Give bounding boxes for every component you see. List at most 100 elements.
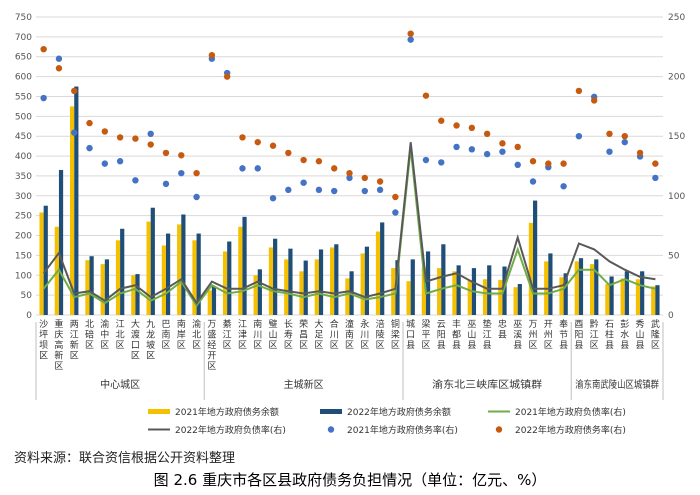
- bar: [406, 281, 411, 315]
- x-tick-label: 大足区: [314, 318, 323, 351]
- bar: [89, 256, 94, 315]
- bar: [651, 286, 656, 315]
- x-tick-label: 南岸区: [177, 318, 186, 351]
- scatter-point: [407, 36, 414, 43]
- bar: [589, 264, 595, 315]
- scatter-point: [86, 119, 93, 127]
- scatter-point: [453, 143, 460, 151]
- legend-label: 2021年地方政府负债率(右): [515, 406, 626, 418]
- bar: [364, 246, 369, 315]
- bar: [135, 274, 140, 315]
- bar: [502, 266, 507, 315]
- x-tick-label: 渝北区: [192, 318, 201, 351]
- scatter-point: [71, 129, 78, 136]
- bar: [467, 280, 472, 315]
- scatter-point: [116, 158, 124, 165]
- y-left-tick-label: 500: [15, 112, 32, 122]
- scatter-point: [529, 158, 537, 165]
- bar: [74, 86, 79, 316]
- y-left-tick-label: 250: [15, 212, 32, 222]
- scatter-point: [361, 187, 368, 195]
- bar: [284, 259, 289, 315]
- x-tick-label: 秀山县: [636, 318, 645, 351]
- bar: [238, 226, 243, 315]
- x-tick-label: 黔江区: [590, 318, 599, 351]
- bar: [70, 106, 75, 316]
- scatter-point: [239, 165, 246, 172]
- scatter-point: [269, 194, 277, 202]
- scatter-point: [55, 55, 63, 62]
- bar: [410, 259, 415, 315]
- bar: [227, 241, 232, 315]
- scatter-point: [285, 186, 292, 194]
- scatter-point: [162, 180, 170, 188]
- legend-swatch: [327, 426, 335, 433]
- bar: [268, 247, 274, 315]
- bar: [273, 238, 278, 315]
- scatter-point: [315, 186, 323, 194]
- bar: [594, 259, 599, 315]
- group-label: 中心城区: [100, 378, 140, 391]
- scatter-point: [636, 149, 644, 157]
- x-tick-label: 铜梁区: [391, 318, 400, 351]
- gridlines: [36, 16, 663, 316]
- y-right-tick-label: 100: [668, 192, 685, 202]
- scatter-point: [468, 146, 476, 153]
- y-left-tick-label: 650: [15, 53, 32, 63]
- bars: [39, 86, 660, 316]
- lines: [42, 142, 656, 308]
- bar: [437, 268, 442, 315]
- scatter-point: [514, 161, 521, 169]
- bar: [303, 260, 308, 315]
- bar: [222, 251, 228, 315]
- scatter-point: [254, 165, 261, 172]
- bar: [548, 253, 553, 315]
- x-tick-label: 万州区: [529, 320, 538, 351]
- bar: [120, 228, 125, 315]
- scatter-point: [514, 143, 521, 151]
- scatter-point: [407, 30, 414, 37]
- x-tick-label: 石柱县: [605, 320, 614, 351]
- bar: [58, 169, 64, 315]
- scatter-point: [652, 160, 659, 167]
- bar: [318, 249, 324, 315]
- scatter-point: [361, 174, 368, 182]
- scatter-point: [116, 134, 124, 141]
- scatter-point: [499, 140, 506, 147]
- scatter-point: [101, 128, 109, 135]
- scatter-point: [392, 193, 399, 201]
- bar: [441, 244, 446, 315]
- bar: [161, 245, 166, 315]
- scatter-point: [239, 134, 246, 141]
- source-note: 资料来源：联合资信根据公开资料整理: [14, 451, 236, 466]
- legend-label: 2022年地方政府负债率(右): [175, 424, 286, 436]
- scatter-point: [178, 152, 185, 159]
- scatter-point: [193, 169, 200, 177]
- bar: [207, 290, 212, 315]
- bar: [452, 271, 457, 315]
- bar: [177, 224, 182, 315]
- bar: [196, 233, 201, 315]
- bar: [635, 279, 641, 315]
- scatter-point: [621, 133, 628, 140]
- x-tick-label: 北碚区: [85, 319, 94, 351]
- x-tick-label: 云阳县: [437, 320, 446, 351]
- bar: [43, 205, 48, 315]
- scatter-point: [132, 135, 139, 142]
- x-tick-label: 九龙坡区: [146, 319, 155, 362]
- y-left-tick-label: 600: [15, 73, 32, 83]
- scatter-point: [193, 193, 200, 201]
- scatter-point: [560, 183, 567, 190]
- x-tick-label: 丰都县: [452, 318, 461, 351]
- x-tick-label: 开州区: [544, 319, 553, 351]
- x-tick-label: 城口县: [406, 319, 415, 351]
- x-tick-label: 两江新区: [70, 319, 79, 362]
- bar: [334, 244, 339, 315]
- x-tick-label: 江津区: [238, 319, 247, 351]
- bar: [620, 278, 625, 315]
- x-tick-label: 忠县: [498, 319, 507, 341]
- scatter-point: [55, 65, 63, 72]
- bar: [330, 247, 335, 315]
- bar: [482, 279, 488, 315]
- x-tick-label: 南川区: [253, 318, 262, 351]
